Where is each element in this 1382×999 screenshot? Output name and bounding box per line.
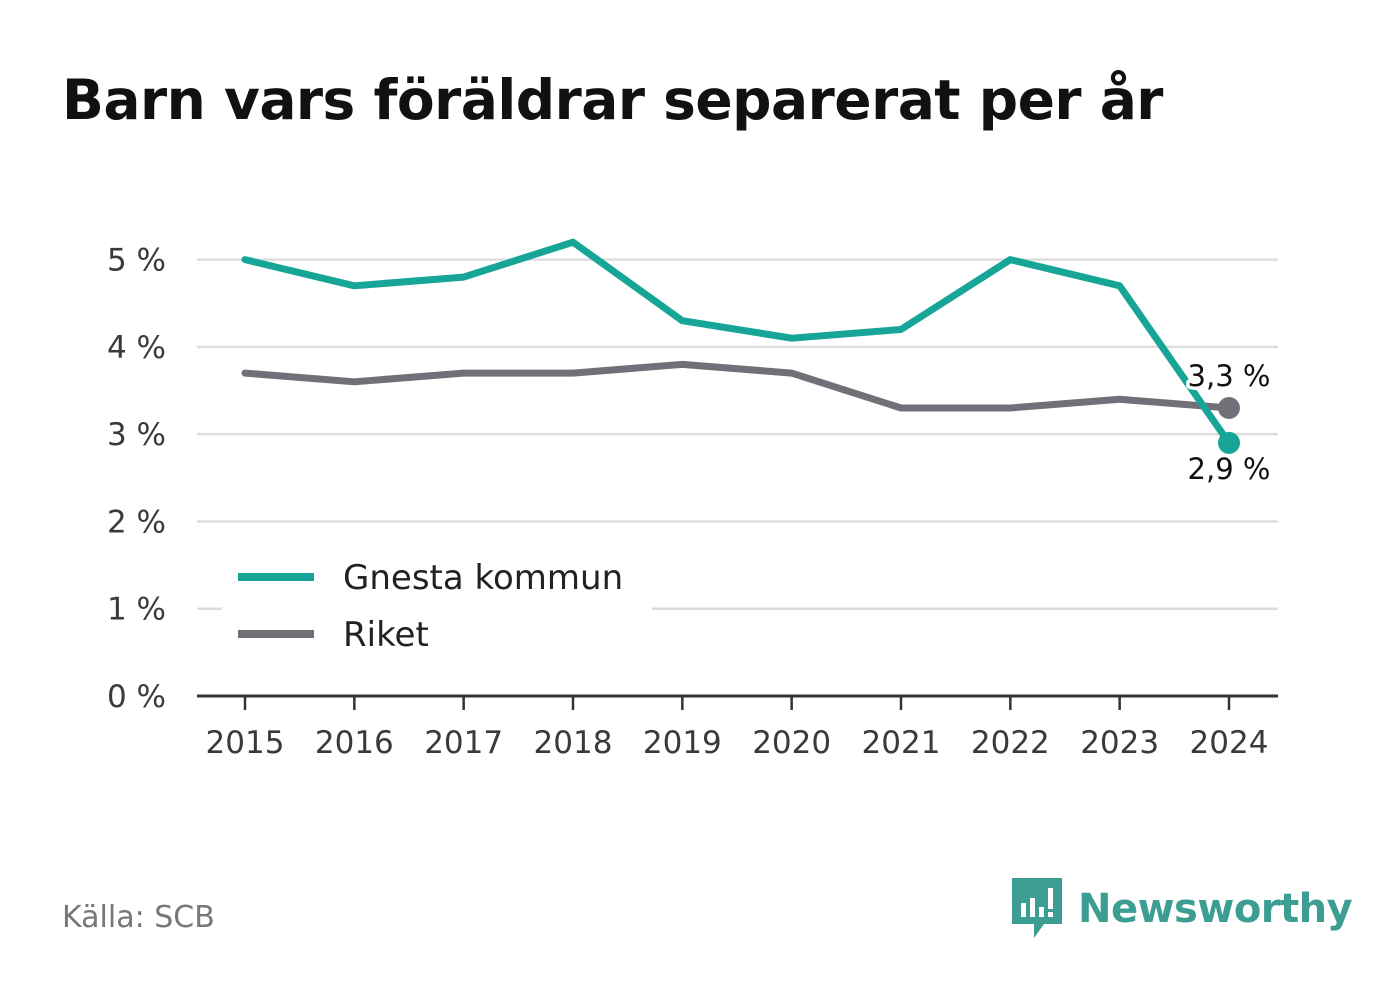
end-value-label-halo: 3,3 % [1188,359,1271,393]
y-tick-label: 4 % [107,330,166,366]
x-tick-label: 2015 [206,725,285,761]
chart-title: Barn vars föräldrar separerat per år [62,68,1163,132]
end-value-label-halo: 2,9 % [1188,452,1271,486]
y-tick-label: 3 % [107,417,166,453]
x-tick-label: 2020 [752,725,831,761]
legend-label: Riket [343,615,429,655]
brand-logo: Newsworthy [1012,878,1353,940]
x-tick-label: 2017 [424,725,503,761]
x-tick-label: 2023 [1080,725,1159,761]
x-tick-label: 2022 [971,725,1050,761]
legend: Gnesta kommun Riket [222,548,652,664]
y-tick-label: 1 % [107,592,166,628]
end-value-label: 2,9 % [1188,452,1271,486]
end-point-marker [1218,397,1240,419]
newsworthy-logo-icon [1012,878,1062,938]
end-value-label: 3,3 % [1188,359,1271,393]
series-line-riket [241,360,1233,412]
series-line-gnesta-kommun [241,238,1233,447]
x-tick-label: 2016 [315,725,394,761]
end-point-marker [1218,431,1240,454]
y-tick-label: 0 % [107,679,166,715]
legend-background [222,548,652,664]
y-tick-label: 5 % [107,243,166,279]
series-lines [241,238,1233,447]
y-tick-label: 2 % [107,504,166,540]
x-axis: 2015 2016 2017 2018 2019 2020 2021 2022 2023 2024 [197,694,1278,761]
legend-label: Gnesta kommun [343,558,623,598]
x-tick-label: 2019 [643,725,722,761]
x-tick-label: 2018 [534,725,613,761]
end-markers: 2,9 %2,9 %3,3 %3,3 % [1184,356,1274,490]
x-tick-label: 2021 [862,725,941,761]
x-tick-label: 2024 [1190,725,1269,761]
brand-name: Newsworthy [1078,886,1353,932]
source-note: Källa: SCB [62,900,215,935]
y-axis-ticks: 0 % 1 % 2 % 3 % 4 % 5 % [107,243,166,715]
